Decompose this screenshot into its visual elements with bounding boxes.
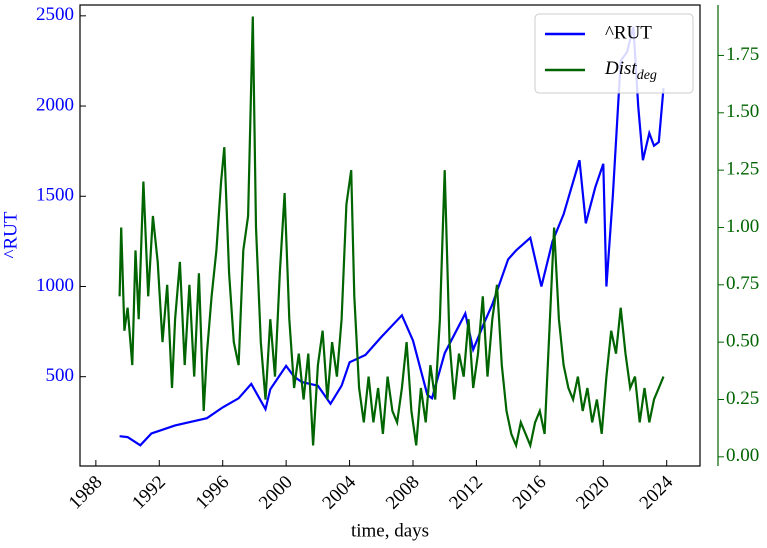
y2-tick-label: 0.50 [726,331,759,352]
y-tick-label: 2000 [36,94,74,115]
legend-label-main: Dist [604,58,637,79]
legend-label: ^RUT [605,22,652,43]
x-tick-label: 1996 [192,472,234,514]
x-tick-label: 2004 [318,471,360,513]
x-tick-label: 1992 [128,472,170,514]
y2-tick-label: 0.75 [726,273,759,294]
x-tick-label: 2008 [382,472,424,514]
y-tick-label: 1500 [36,185,74,206]
y-tick-label: 500 [46,365,75,386]
x-tick-label: 2024 [636,471,678,513]
y-tick-label: 2500 [36,4,74,25]
y2-tick-label: 1.75 [726,44,759,65]
plot-area [118,16,665,450]
y-axis-label: ^RUT [0,211,21,258]
y-tick-label: 1000 [36,275,74,296]
legend-label-sub: deg [637,68,657,83]
x-axis-label: time, days [351,520,429,541]
series-line [118,16,665,450]
y2-tick-label: 1.50 [726,101,759,122]
x-tick-label: 2016 [509,472,551,514]
y2-tick-label: 0.25 [726,388,759,409]
series-line [119,26,665,447]
x-tick-label: 1988 [65,472,107,514]
x-tick-label: 2020 [572,472,614,514]
x-tick-label: 2000 [255,472,297,514]
y2-tick-label: 1.25 [726,158,759,179]
plot-frame [79,4,701,467]
legend-label: Distdeg [604,58,657,83]
y2-tick-label: 0.00 [726,445,759,466]
y2-tick-label: 1.00 [726,216,759,237]
x-tick-label: 2012 [445,472,487,514]
